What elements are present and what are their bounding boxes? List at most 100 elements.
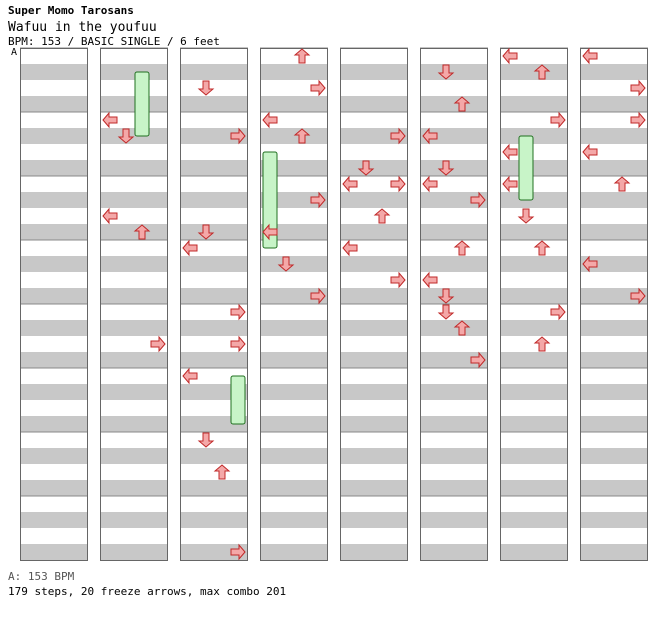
step-arrow-down [437,288,455,304]
step-arrow-right [630,79,646,97]
beat-stripe [100,320,168,336]
chart-column [100,47,168,561]
beat-stripe [100,288,168,304]
step-arrow-left [422,127,438,145]
step-arrow-left [582,47,598,65]
beat-stripe [340,128,408,144]
bpm-marker: A [11,47,18,58]
step-arrow-up [613,176,631,192]
step-arrow-left [342,175,358,193]
beat-stripe [420,448,488,464]
step-arrow-left [582,255,598,273]
beat-stripe [180,352,248,368]
beat-stripe [260,480,328,496]
chart-column [580,47,648,561]
step-arrow-left [422,175,438,193]
beat-stripe [580,320,648,336]
beat-stripe [20,384,88,400]
beat-stripe [420,288,488,304]
step-arrow-left [502,47,518,65]
beat-stripe [260,288,328,304]
step-arrow-up [293,128,311,144]
beat-stripe [500,448,568,464]
beat-stripe [340,64,408,80]
beat-stripe [20,480,88,496]
beat-stripe [20,352,88,368]
beat-stripe [180,512,248,528]
chart-stats: 179 steps, 20 freeze arrows, max combo 2… [8,585,287,598]
beat-stripe [580,128,648,144]
freeze-arrow [230,375,246,425]
beat-stripe [580,480,648,496]
step-arrow-right [230,127,246,145]
beat-stripe [340,384,408,400]
freeze-arrow [518,135,534,201]
step-arrow-right [390,271,406,289]
beat-stripe [580,224,648,240]
beat-stripe [420,96,488,112]
beat-stripe [340,544,408,560]
step-arrow-down [197,432,215,448]
step-arrow-right [470,191,486,209]
column-border [180,48,248,561]
step-arrow-down [437,160,455,176]
step-arrow-left [182,239,198,257]
beat-stripe [420,384,488,400]
beat-stripe [580,256,648,272]
step-arrow-left [182,367,198,385]
beat-stripe [180,288,248,304]
chart-column [20,47,88,561]
beat-stripe [420,352,488,368]
beat-stripe [260,544,328,560]
beat-stripe [500,352,568,368]
step-arrow-right [230,543,246,561]
freeze-arrow [262,151,278,249]
step-arrow-down [517,208,535,224]
beat-stripe [20,544,88,560]
beat-stripe [20,160,88,176]
beat-stripe [20,416,88,432]
step-arrow-up [133,224,151,240]
beat-stripe [180,96,248,112]
beat-stripe [260,64,328,80]
beat-stripe [180,256,248,272]
beat-stripe [500,416,568,432]
beat-stripe [260,320,328,336]
beat-stripe [580,384,648,400]
beat-stripe [260,128,328,144]
beat-stripe [420,128,488,144]
column-border [260,48,328,561]
step-arrow-up [293,48,311,64]
beat-stripe [20,512,88,528]
beat-stripe [340,288,408,304]
beat-stripe [20,192,88,208]
beat-stripe [180,448,248,464]
step-arrow-right [550,303,566,321]
step-arrow-right [310,191,326,209]
beat-stripe [180,544,248,560]
beat-stripe [500,64,568,80]
column-border [500,48,568,561]
step-arrow-down [437,64,455,80]
step-arrow-right [230,303,246,321]
beat-stripe [260,96,328,112]
step-arrow-up [533,64,551,80]
beat-stripe [20,320,88,336]
beat-stripe [420,160,488,176]
step-arrow-up [213,464,231,480]
beat-stripe [500,512,568,528]
beat-stripe [100,480,168,496]
beat-stripe [180,192,248,208]
beat-stripe [180,480,248,496]
beat-stripe [180,64,248,80]
step-arrow-right [310,79,326,97]
beat-stripe [500,384,568,400]
chart-column [340,47,408,561]
beat-stripe [420,544,488,560]
beat-stripe [340,160,408,176]
beat-stripe [500,256,568,272]
beat-stripe [420,64,488,80]
beat-stripe [100,512,168,528]
step-arrow-left [102,207,118,225]
